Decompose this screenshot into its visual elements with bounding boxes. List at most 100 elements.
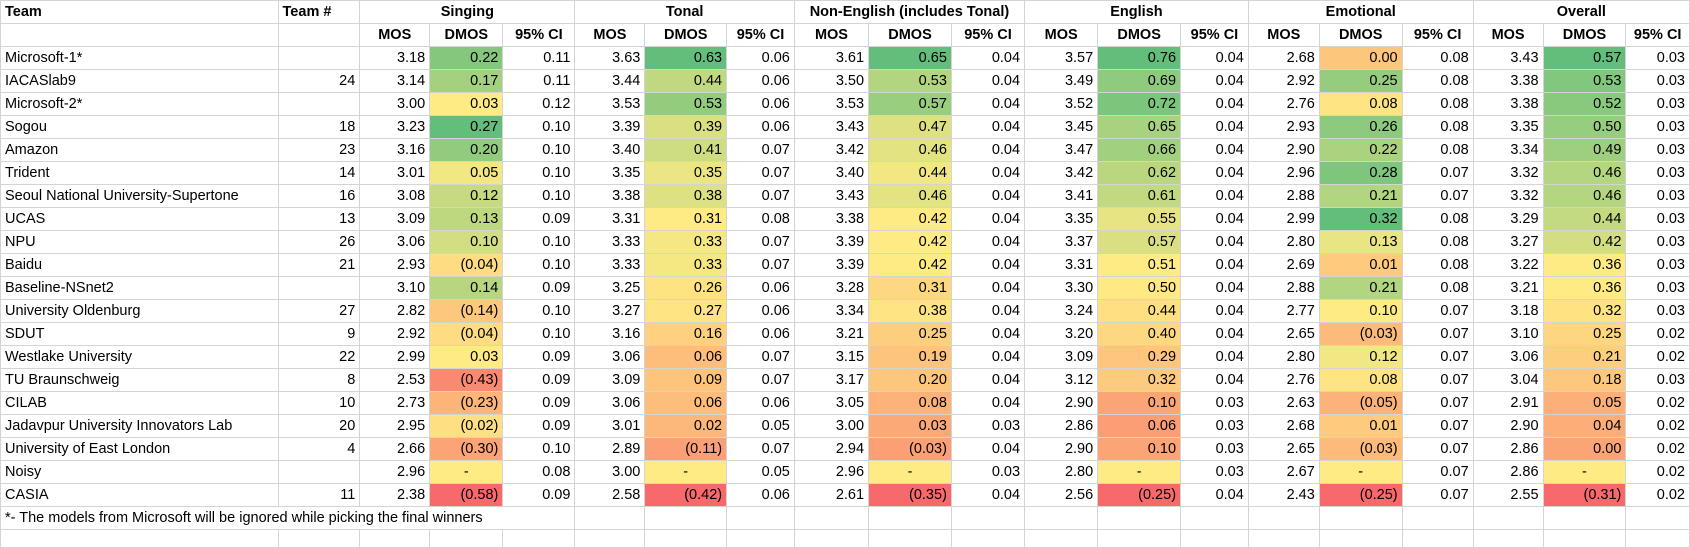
mos-cell: 2.76 — [1247, 92, 1320, 116]
mos-cell: 2.80 — [1247, 230, 1320, 254]
ci-cell: 0.08 — [1401, 69, 1474, 93]
mos-cell: 3.21 — [793, 322, 870, 346]
mos-cell: 3.14 — [359, 69, 431, 93]
sub-header-mos: MOS — [359, 23, 431, 47]
ci-cell: 0.02 — [1625, 437, 1690, 461]
table-row: TU Braunschweig 8 2.53 (0.43) 0.09 3.09 0.09 0.… — [0, 368, 1690, 392]
dmos-cell: 0.61 — [1097, 184, 1182, 208]
empty-cell — [793, 506, 870, 530]
dmos-cell: - — [1542, 460, 1627, 484]
dmos-cell: 0.19 — [868, 345, 952, 369]
ci-cell: 0.04 — [950, 253, 1026, 277]
dmos-cell: (0.43) — [429, 368, 504, 392]
mos-cell: 3.22 — [1472, 253, 1544, 277]
ci-cell: 0.07 — [1401, 391, 1474, 415]
sub-header-dmos: DMOS — [1542, 23, 1627, 47]
ci-cell: 0.09 — [502, 207, 576, 231]
dmos-cell: 0.65 — [868, 46, 952, 70]
ci-cell: 0.08 — [1401, 253, 1474, 277]
dmos-cell: 0.10 — [1097, 437, 1182, 461]
dmos-cell: 0.46 — [1542, 161, 1627, 185]
ci-cell: 0.03 — [1625, 46, 1690, 70]
table-row: Westlake University 22 2.99 0.03 0.09 3.06 0.0… — [0, 345, 1690, 369]
ci-cell: 0.08 — [1401, 230, 1474, 254]
ci-cell: 0.07 — [726, 161, 795, 185]
dmos-cell: 0.50 — [1097, 276, 1182, 300]
dmos-cell: 0.00 — [1318, 46, 1403, 70]
dmos-cell: 0.21 — [1318, 276, 1403, 300]
ci-cell: 0.05 — [726, 460, 795, 484]
empty-cell — [0, 529, 279, 548]
dmos-cell: 0.20 — [429, 138, 504, 162]
ci-cell: 0.04 — [950, 299, 1026, 323]
ci-cell: 0.04 — [950, 345, 1026, 369]
empty-cell — [644, 506, 728, 530]
mos-cell: 3.32 — [1472, 161, 1544, 185]
ci-cell: 0.03 — [1180, 414, 1249, 438]
mos-cell: 2.77 — [1247, 299, 1320, 323]
table-row: NPU 26 3.06 0.10 0.10 3.33 0.33 0.07 3.39 0.42 0.0… — [0, 230, 1690, 254]
dmos-cell: 0.05 — [429, 161, 504, 185]
sub-header-95-ci: 95% CI — [1625, 23, 1690, 47]
mos-cell: 3.42 — [1024, 161, 1099, 185]
mos-cell: 3.32 — [1472, 184, 1544, 208]
ci-cell: 0.02 — [1625, 345, 1690, 369]
table-row: CILAB 10 2.73 (0.23) 0.09 3.06 0.06 0.06 3.05 0.0… — [0, 391, 1690, 415]
ci-cell: 0.04 — [950, 207, 1026, 231]
dmos-cell: 0.53 — [1542, 69, 1627, 93]
mos-cell: 3.61 — [793, 46, 870, 70]
dmos-cell: 0.32 — [1097, 368, 1182, 392]
ci-cell: 0.03 — [1625, 276, 1690, 300]
mos-cell: 3.47 — [1024, 138, 1099, 162]
ci-cell: 0.02 — [1625, 322, 1690, 346]
empty-cell — [574, 529, 646, 548]
dmos-cell: 0.35 — [644, 161, 728, 185]
mos-cell: 3.09 — [359, 207, 431, 231]
mos-cell: 2.93 — [359, 253, 431, 277]
dmos-cell: 0.22 — [429, 46, 504, 70]
dmos-cell: 0.25 — [868, 322, 952, 346]
mos-cell: 3.49 — [1024, 69, 1099, 93]
ci-cell: 0.07 — [1401, 414, 1474, 438]
dmos-cell: 0.66 — [1097, 138, 1182, 162]
mos-cell: 3.00 — [793, 414, 870, 438]
team-number-cell: 8 — [277, 368, 361, 392]
dmos-cell: 0.17 — [429, 69, 504, 93]
mos-cell: 3.00 — [574, 460, 646, 484]
ci-cell: 0.10 — [502, 230, 576, 254]
sub-header-mos: MOS — [1247, 23, 1320, 47]
ci-cell: 0.06 — [726, 69, 795, 93]
empty-cell — [868, 506, 952, 530]
dmos-cell: 0.53 — [868, 69, 952, 93]
ci-cell: 0.06 — [726, 115, 795, 139]
team-number-cell: 27 — [277, 299, 361, 323]
empty-cell — [1401, 506, 1474, 530]
mos-cell: 2.86 — [1024, 414, 1099, 438]
team-name-cell: University Oldenburg — [0, 299, 279, 323]
ci-cell: 0.09 — [502, 345, 576, 369]
mos-cell: 2.90 — [1024, 391, 1099, 415]
ci-cell: 0.03 — [1625, 368, 1690, 392]
sub-header-95-ci: 95% CI — [502, 23, 576, 47]
dmos-cell: 0.38 — [868, 299, 952, 323]
table-row: Trident 14 3.01 0.05 0.10 3.35 0.35 0.07 3.40 0.4… — [0, 161, 1690, 185]
dmos-cell: (0.05) — [1318, 391, 1403, 415]
team-name-cell: Microsoft-1* — [0, 46, 279, 70]
team-number-cell: 26 — [277, 230, 361, 254]
mos-cell: 3.06 — [574, 345, 646, 369]
ci-cell: 0.07 — [1401, 483, 1474, 507]
ci-cell: 0.07 — [1401, 460, 1474, 484]
dmos-cell: (0.04) — [429, 253, 504, 277]
ci-cell: 0.03 — [1180, 391, 1249, 415]
mos-cell: 3.31 — [574, 207, 646, 231]
group-header-english: English — [1024, 0, 1249, 24]
mos-cell: 3.40 — [793, 161, 870, 185]
ci-cell: 0.02 — [1625, 483, 1690, 507]
sub-header-mos: MOS — [1472, 23, 1544, 47]
dmos-cell: 0.57 — [1097, 230, 1182, 254]
dmos-cell: 0.14 — [429, 276, 504, 300]
dmos-cell: - — [644, 460, 728, 484]
ci-cell: 0.07 — [1401, 161, 1474, 185]
